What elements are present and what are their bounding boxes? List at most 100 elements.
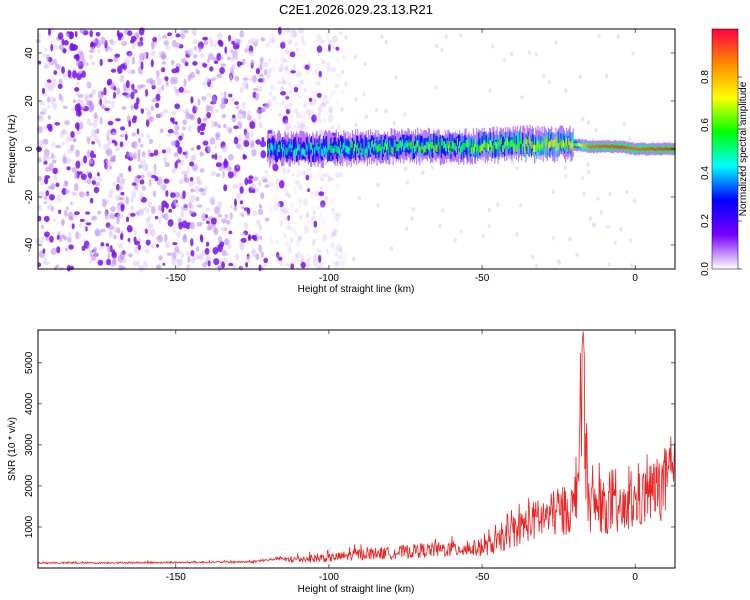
heatmap-cell <box>528 136 530 144</box>
heatmap-cell <box>235 56 239 61</box>
heatmap-cell <box>300 254 304 263</box>
heatmap-cell <box>216 73 223 79</box>
heatmap-cell <box>284 149 286 157</box>
heatmap-cell <box>284 93 289 100</box>
heatmap-cell <box>606 145 609 149</box>
heatmap-cell <box>78 121 84 130</box>
heatmap-cell <box>190 221 195 230</box>
heatmap-cell <box>258 244 262 253</box>
heatmap-cell <box>326 252 331 256</box>
heatmap-cell <box>556 259 561 264</box>
heatmap-cell <box>286 38 292 46</box>
heatmap-cell <box>303 225 309 234</box>
heatmap-cell <box>403 134 405 152</box>
heatmap-cell <box>307 173 314 179</box>
heatmap-cell <box>140 132 144 138</box>
heatmap-cell <box>362 92 366 97</box>
heatmap-cell <box>91 254 97 261</box>
heatmap-cell <box>438 223 442 229</box>
heatmap-cell <box>405 141 407 149</box>
heatmap-cell <box>63 40 69 46</box>
heatmap-cell <box>546 136 548 144</box>
heatmap-cell <box>219 56 224 60</box>
heatmap-cell <box>582 191 586 196</box>
heatmap-cell <box>131 84 135 90</box>
heatmap-cell <box>523 139 525 157</box>
heatmap-cell <box>574 143 576 147</box>
heatmap-cell <box>161 61 167 65</box>
heatmap-cell <box>380 134 382 153</box>
heatmap-cell <box>258 264 262 272</box>
heatmap-cell <box>60 234 65 240</box>
heatmap-cell <box>214 153 218 161</box>
heatmap-cell <box>416 140 418 148</box>
heatmap-cell <box>149 79 156 87</box>
heatmap-cell <box>283 232 287 238</box>
heatmap-cell <box>259 235 263 240</box>
heatmap-cell <box>400 140 402 148</box>
heatmap-cell <box>515 135 517 153</box>
heatmap-cell <box>38 60 42 65</box>
heatmap-cell <box>145 239 151 246</box>
heatmap-cell <box>514 136 516 144</box>
heatmap-cell <box>433 133 435 151</box>
heatmap-cell <box>300 34 305 43</box>
heatmap-cell <box>452 141 454 149</box>
heatmap-cell <box>190 188 196 193</box>
heatmap-cell <box>515 144 517 152</box>
heatmap-cell <box>313 253 319 257</box>
heatmap-cell <box>206 207 210 213</box>
heatmap-cell <box>292 150 294 158</box>
heatmap-cell <box>289 34 294 40</box>
heatmap-cell <box>137 84 143 90</box>
heatmap-cell <box>215 109 220 113</box>
heatmap-cell <box>87 178 92 185</box>
heatmap-cell <box>344 35 348 40</box>
heatmap-cell <box>207 223 213 231</box>
heatmap-cell <box>222 170 225 179</box>
heatmap-cell <box>206 112 212 119</box>
heatmap-cell <box>189 194 196 203</box>
heatmap-cell <box>291 29 295 37</box>
heatmap-cell <box>565 140 567 148</box>
heatmap-cell <box>338 31 344 35</box>
heatmap-cell <box>307 256 311 261</box>
heatmap-cell <box>495 141 497 150</box>
heatmap-cell <box>350 141 352 160</box>
heatmap-cell <box>119 133 125 138</box>
heatmap-cell <box>509 140 511 149</box>
heatmap-cell <box>295 180 301 186</box>
heatmap-cell <box>315 142 317 151</box>
heatmap-cell <box>355 143 357 161</box>
heatmap-cell <box>113 91 117 99</box>
heatmap-cell <box>376 182 380 188</box>
heatmap-cell <box>213 121 218 127</box>
heatmap-cell <box>120 191 125 196</box>
heatmap-cell <box>284 139 286 157</box>
heatmap-cell <box>72 138 76 143</box>
heatmap-cell <box>70 31 74 39</box>
heatmap-cell <box>335 145 337 153</box>
heatmap-cell <box>124 130 128 135</box>
heatmap-cell <box>592 145 595 149</box>
heatmap-cell <box>327 174 331 182</box>
heatmap-cell <box>279 142 282 160</box>
heatmap-cell <box>234 75 240 82</box>
heatmap-cell <box>329 235 333 241</box>
heatmap-cell <box>97 210 102 215</box>
heatmap-cell <box>307 141 309 149</box>
heatmap-cell <box>546 138 548 156</box>
heatmap-cell <box>177 146 183 155</box>
heatmap-cell <box>64 209 68 217</box>
heatmap-cell <box>156 264 162 270</box>
heatmap-cell <box>587 169 591 175</box>
heatmap-cell <box>202 81 208 87</box>
heatmap-cell <box>366 148 368 156</box>
heatmap-cell <box>556 136 558 144</box>
heatmap-cell <box>107 224 114 231</box>
heatmap-cell <box>262 178 268 183</box>
heatmap-cell <box>75 149 80 158</box>
heatmap-cell <box>364 135 366 153</box>
heatmap-cell <box>259 57 264 64</box>
